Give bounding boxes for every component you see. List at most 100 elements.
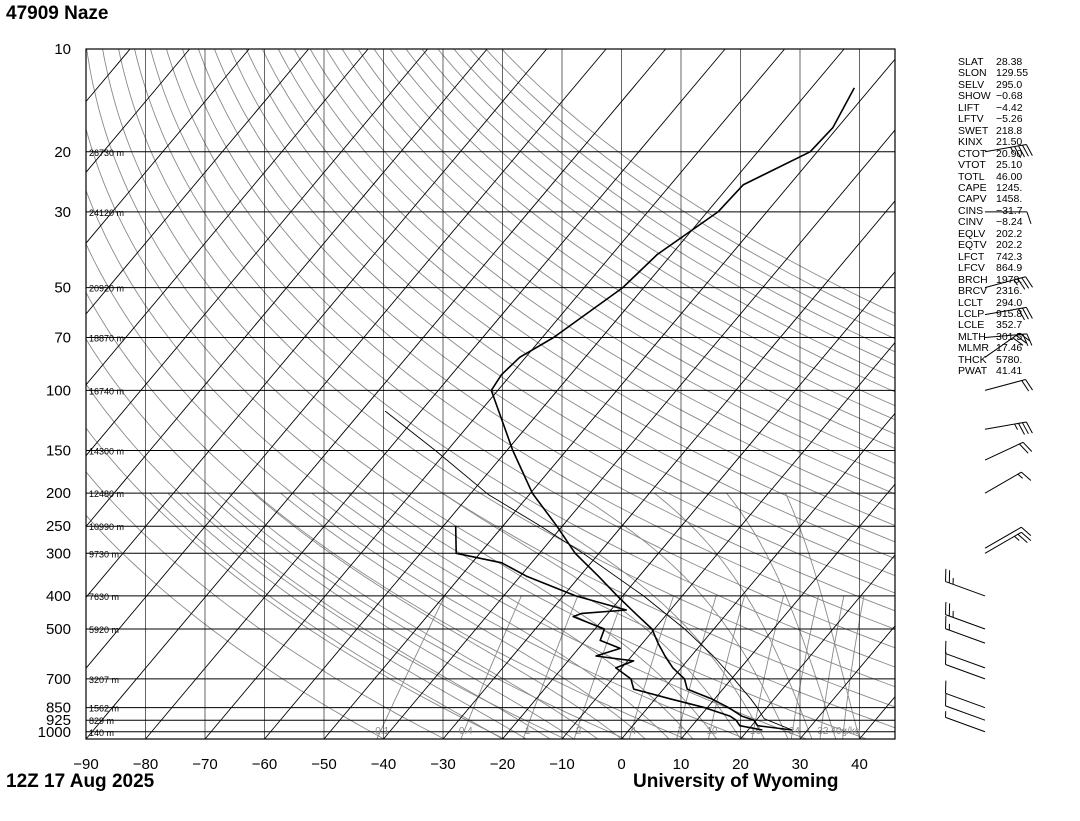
dry-adiabat bbox=[245, 49, 895, 543]
index-key: LIFT bbox=[958, 101, 980, 114]
wind-barb bbox=[945, 651, 986, 680]
mixing-ratio-line bbox=[573, 595, 625, 739]
index-value: −31.7 bbox=[996, 204, 1023, 217]
moist-adiabat bbox=[228, 492, 598, 739]
index-key: MLTH bbox=[958, 330, 986, 343]
wind-barb bbox=[984, 276, 1033, 290]
mixing-ratio-label: 32 bbox=[817, 726, 829, 737]
index-row: CAPV 1458. bbox=[958, 193, 1028, 205]
pressure-label: 100 bbox=[46, 382, 71, 399]
barb-shaft bbox=[984, 421, 1027, 430]
wind-barb bbox=[984, 471, 1032, 494]
moist-adiabat bbox=[252, 492, 622, 739]
index-value: 915.8 bbox=[996, 307, 1023, 320]
index-row: CTOT 20.90 bbox=[958, 148, 1028, 160]
index-value: 5780. bbox=[996, 353, 1023, 366]
barb-shaft bbox=[984, 306, 1027, 316]
dry-adiabat bbox=[86, 383, 566, 739]
barb-feather bbox=[1021, 471, 1032, 481]
dry-adiabat bbox=[102, 49, 895, 708]
mixing-ratio-labels: 0.1 0.4 1 2 4 7 10 16 24 32 40g/kg bbox=[375, 726, 860, 737]
index-key: EQTV bbox=[958, 239, 987, 252]
temperature-profile bbox=[490, 87, 856, 731]
x-tick-label: −50 bbox=[311, 756, 336, 773]
barb-shaft bbox=[945, 716, 986, 733]
height-label: 12480 m bbox=[89, 489, 124, 499]
dry-adiabat bbox=[182, 49, 895, 612]
barb-feather bbox=[1019, 443, 1029, 454]
barb-shaft bbox=[984, 441, 1024, 461]
pressure-label: 30 bbox=[54, 204, 71, 221]
barb-feather bbox=[1021, 422, 1029, 435]
wind-barb bbox=[984, 306, 1033, 321]
index-row: EQLV 202.2 bbox=[958, 228, 1028, 240]
pressure-label: 10 bbox=[54, 41, 71, 58]
index-value: 218.8 bbox=[996, 124, 1023, 137]
wind-barb bbox=[945, 616, 986, 644]
mixing-ratio-label: 40g/kg bbox=[830, 726, 860, 737]
index-row: LCLP 915.8 bbox=[958, 307, 1028, 320]
barb-feather bbox=[1025, 276, 1033, 288]
index-key: LFCT bbox=[958, 250, 985, 263]
barb-shaft bbox=[945, 628, 986, 644]
isotherm bbox=[85, 48, 131, 102]
barb-shaft bbox=[984, 471, 1022, 494]
index-key: SLON bbox=[958, 67, 987, 80]
isotherm bbox=[502, 271, 896, 740]
moist-adiabat bbox=[726, 492, 837, 739]
barb-feather bbox=[1025, 379, 1033, 391]
barb-feather bbox=[1021, 531, 1032, 542]
barb-shaft bbox=[984, 276, 1026, 289]
pressure-label: 250 bbox=[46, 518, 71, 535]
barb-shaft bbox=[984, 526, 1022, 549]
height-label: 3207 m bbox=[89, 675, 119, 685]
index-value: 2316. bbox=[996, 285, 1023, 298]
barb-feather bbox=[1018, 145, 1025, 158]
x-tick-label: −60 bbox=[252, 756, 277, 773]
index-value: 129.55 bbox=[996, 67, 1029, 80]
pressure-label: 850 bbox=[46, 700, 71, 717]
index-value: 41.41 bbox=[996, 365, 1023, 378]
moist-adiabat bbox=[167, 492, 527, 739]
pressure-axis-labels: 10 20 30 50 70 100 150 200 250 300 400 500 700 850925… bbox=[38, 41, 71, 741]
index-row: CINV −8.24 bbox=[958, 216, 1028, 228]
index-key: THCK bbox=[958, 353, 987, 366]
pressure-label: 500 bbox=[46, 621, 71, 638]
mixing-ratio-label: 10 bbox=[706, 726, 718, 737]
x-tick-label: −30 bbox=[430, 756, 455, 773]
height-label: 26730 m bbox=[89, 148, 124, 158]
barb-feather bbox=[1021, 144, 1029, 157]
mixing-ratio-line bbox=[790, 595, 819, 739]
dry-adiabat bbox=[341, 49, 895, 450]
index-key: CINS bbox=[958, 204, 984, 217]
x-tick-label: −90 bbox=[73, 756, 98, 773]
x-tick-label: 40 bbox=[851, 756, 868, 773]
dry-adiabat bbox=[325, 49, 895, 464]
x-tick-label: 10 bbox=[673, 756, 690, 773]
x-tick-label: −40 bbox=[371, 756, 396, 773]
height-label: 18870 m bbox=[89, 334, 124, 344]
barb-shaft bbox=[945, 692, 986, 709]
index-row: SWET 218.8 bbox=[958, 124, 1028, 137]
x-tick-label: 20 bbox=[732, 756, 749, 773]
plot-frame bbox=[85, 48, 896, 740]
x-tick-label: −70 bbox=[192, 756, 217, 773]
isotherm bbox=[85, 48, 428, 456]
barb-feather bbox=[1022, 441, 1033, 452]
isotherm bbox=[621, 413, 896, 740]
dry-adiabat bbox=[421, 49, 895, 379]
isotherm bbox=[85, 48, 547, 598]
index-key: SELV bbox=[958, 78, 985, 91]
index-row: CINS −31.7 bbox=[958, 204, 1028, 217]
height-label: 16740 m bbox=[89, 386, 124, 396]
barb-feather bbox=[1015, 335, 1027, 344]
index-row: SLON 129.55 bbox=[958, 67, 1029, 80]
pressure-label: 200 bbox=[46, 485, 71, 502]
barb-half-feather bbox=[1014, 423, 1018, 430]
dry-adiabat bbox=[166, 49, 895, 630]
index-key: MLMR bbox=[958, 342, 989, 355]
isotherm bbox=[859, 696, 896, 740]
index-key: SLAT bbox=[958, 56, 984, 68]
moist-adiabat bbox=[575, 492, 789, 739]
pressure-label: 70 bbox=[54, 330, 71, 347]
